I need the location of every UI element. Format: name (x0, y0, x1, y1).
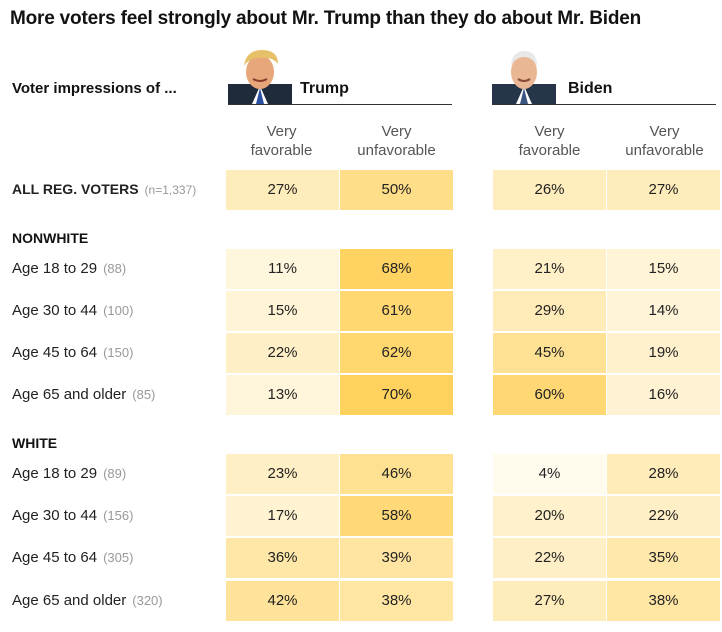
row-label-text: Age 65 and older (12, 386, 127, 403)
row-label: Age 30 to 44 (100) (12, 302, 133, 319)
chart-title: More voters feel strongly about Mr. Trum… (10, 8, 642, 29)
candidate-name-biden: Biden (568, 80, 613, 97)
group-label-nonwhite: NONWHITE (12, 230, 89, 246)
table-cell: 35% (607, 538, 720, 578)
row-sample-size: (150) (103, 345, 134, 360)
table-cell: 58% (340, 496, 453, 536)
table-cell: 36% (226, 538, 339, 578)
row-label-text: Age 30 to 44 (12, 507, 98, 524)
table-cell: 22% (493, 538, 606, 578)
table-cell: 15% (226, 291, 339, 331)
table-cell: 20% (493, 496, 606, 536)
row-label-text: Age 18 to 29 (12, 465, 98, 482)
row-sample-size: (156) (103, 508, 134, 523)
table-cell: 27% (493, 581, 606, 621)
subhead: Voter impressions of ... (12, 80, 177, 97)
row-label: ALL REG. VOTERS (n=1,337) (12, 181, 196, 197)
table-cell: 70% (340, 375, 453, 415)
table-cell: 26% (493, 170, 606, 210)
trump-portrait-icon (228, 50, 292, 104)
table-cell: 27% (607, 170, 720, 210)
table-cell: 27% (226, 170, 339, 210)
table-cell: 29% (493, 291, 606, 331)
candidate-rule-biden (492, 104, 716, 105)
table-cell: 22% (607, 496, 720, 536)
column-header-biden-unfavorable: Very unfavorable (625, 123, 704, 159)
row-label-text: Age 65 and older (12, 592, 127, 609)
table-cell: 38% (340, 581, 453, 621)
table-cell: 61% (340, 291, 453, 331)
table-cell: 42% (226, 581, 339, 621)
table-cell: 38% (607, 581, 720, 621)
row-label: Age 65 and older (85) (12, 386, 155, 403)
column-header-trump-favorable: Very favorable (250, 123, 313, 159)
table-cell: 11% (226, 249, 339, 289)
column-header-biden-favorable: Very favorable (518, 123, 581, 159)
table-cell: 60% (493, 375, 606, 415)
candidate-rule-trump (228, 104, 452, 105)
row-label-text: Age 30 to 44 (12, 302, 98, 319)
row-label-text: ALL REG. VOTERS (12, 181, 139, 197)
row-label: Age 18 to 29 (89) (12, 465, 126, 482)
table-cell: 16% (607, 375, 720, 415)
row-label: Age 45 to 64 (150) (12, 344, 133, 361)
candidate-name-trump: Trump (300, 80, 349, 97)
table-cell: 17% (226, 496, 339, 536)
table-cell: 19% (607, 333, 720, 373)
table-cell: 62% (340, 333, 453, 373)
row-label: Age 18 to 29 (88) (12, 260, 126, 277)
table-cell: 28% (607, 454, 720, 494)
row-label-text: Age 45 to 64 (12, 549, 98, 566)
table-cell: 21% (493, 249, 606, 289)
row-sample-size: (89) (103, 466, 127, 481)
column-header-trump-unfavorable: Very unfavorable (357, 123, 436, 159)
biden-portrait-icon (492, 51, 556, 104)
row-sample-size: (100) (103, 303, 134, 318)
row-label-text: Age 45 to 64 (12, 344, 98, 361)
group-label-white: WHITE (12, 435, 58, 451)
row-sample-size: (305) (103, 550, 134, 565)
table-cell: 50% (340, 170, 453, 210)
table-cell: 22% (226, 333, 339, 373)
table-cell: 45% (493, 333, 606, 373)
table-cell: 14% (607, 291, 720, 331)
row-sample-size: (n=1,337) (144, 183, 197, 197)
row-label: Age 30 to 44 (156) (12, 507, 133, 524)
table-cell: 15% (607, 249, 720, 289)
row-label: Age 65 and older (320) (12, 592, 163, 609)
table-cell: 4% (493, 454, 606, 494)
table-cell: 39% (340, 538, 453, 578)
table-cell: 68% (340, 249, 453, 289)
table-cell: 23% (226, 454, 339, 494)
row-sample-size: (88) (103, 261, 127, 276)
row-label: Age 45 to 64 (305) (12, 549, 133, 566)
table-cell: 46% (340, 454, 453, 494)
row-sample-size: (320) (132, 593, 163, 608)
table-cell: 13% (226, 375, 339, 415)
row-label-text: Age 18 to 29 (12, 260, 98, 277)
row-sample-size: (85) (132, 387, 156, 402)
